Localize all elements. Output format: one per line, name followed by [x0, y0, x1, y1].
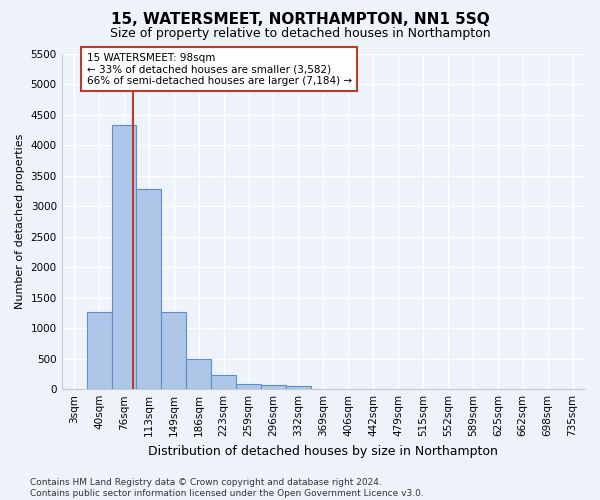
Text: Size of property relative to detached houses in Northampton: Size of property relative to detached ho… — [110, 28, 490, 40]
Bar — [236, 384, 261, 389]
Bar — [186, 360, 211, 389]
X-axis label: Distribution of detached houses by size in Northampton: Distribution of detached houses by size … — [148, 444, 498, 458]
Bar — [261, 385, 286, 389]
Bar — [112, 126, 136, 389]
Bar — [136, 188, 161, 389]
Text: 15, WATERSMEET, NORTHAMPTON, NN1 5SQ: 15, WATERSMEET, NORTHAMPTON, NN1 5SQ — [110, 12, 490, 28]
Bar — [286, 386, 311, 389]
Text: Contains HM Land Registry data © Crown copyright and database right 2024.
Contai: Contains HM Land Registry data © Crown c… — [30, 478, 424, 498]
Bar — [86, 312, 112, 389]
Bar — [211, 375, 236, 389]
Y-axis label: Number of detached properties: Number of detached properties — [15, 134, 25, 310]
Text: 15 WATERSMEET: 98sqm
← 33% of detached houses are smaller (3,582)
66% of semi-de: 15 WATERSMEET: 98sqm ← 33% of detached h… — [86, 52, 352, 86]
Bar — [161, 312, 186, 389]
